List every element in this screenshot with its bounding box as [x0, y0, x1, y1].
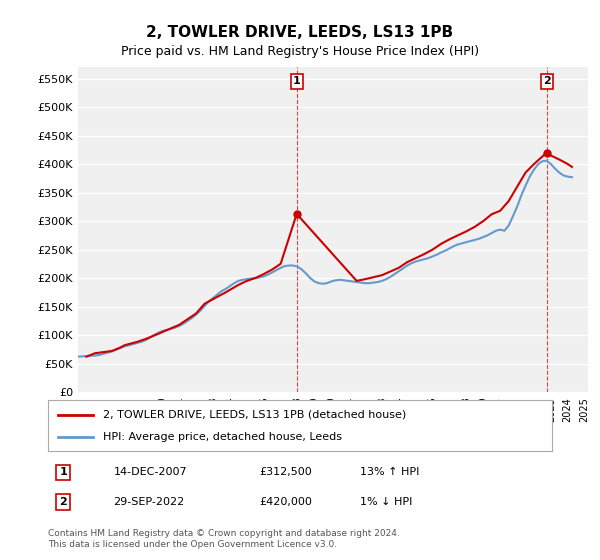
Text: 1: 1 [59, 468, 67, 478]
Text: 2, TOWLER DRIVE, LEEDS, LS13 1PB (detached house): 2, TOWLER DRIVE, LEEDS, LS13 1PB (detach… [103, 409, 407, 419]
Text: HPI: Average price, detached house, Leeds: HPI: Average price, detached house, Leed… [103, 432, 343, 442]
Text: £312,500: £312,500 [260, 468, 313, 478]
Text: Contains HM Land Registry data © Crown copyright and database right 2024.
This d: Contains HM Land Registry data © Crown c… [48, 529, 400, 549]
Text: 1: 1 [293, 77, 301, 86]
Text: 2, TOWLER DRIVE, LEEDS, LS13 1PB: 2, TOWLER DRIVE, LEEDS, LS13 1PB [146, 25, 454, 40]
Text: 29-SEP-2022: 29-SEP-2022 [113, 497, 185, 507]
Text: 1% ↓ HPI: 1% ↓ HPI [361, 497, 413, 507]
Text: 2: 2 [543, 77, 551, 86]
Text: 2: 2 [59, 497, 67, 507]
Text: Price paid vs. HM Land Registry's House Price Index (HPI): Price paid vs. HM Land Registry's House … [121, 45, 479, 58]
Text: 14-DEC-2007: 14-DEC-2007 [113, 468, 187, 478]
Text: £420,000: £420,000 [260, 497, 313, 507]
Text: 13% ↑ HPI: 13% ↑ HPI [361, 468, 420, 478]
